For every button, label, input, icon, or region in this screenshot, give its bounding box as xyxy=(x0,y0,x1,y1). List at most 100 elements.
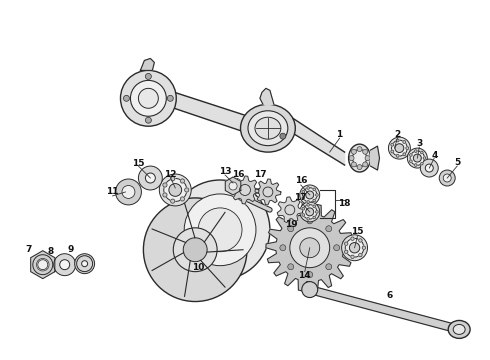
Circle shape xyxy=(313,216,316,219)
Circle shape xyxy=(123,95,129,101)
Circle shape xyxy=(342,235,368,261)
Circle shape xyxy=(121,71,176,126)
Circle shape xyxy=(169,184,182,196)
Circle shape xyxy=(159,174,191,206)
Circle shape xyxy=(406,147,409,149)
Circle shape xyxy=(307,217,310,220)
Circle shape xyxy=(171,199,175,203)
Text: 12: 12 xyxy=(164,170,176,179)
Polygon shape xyxy=(370,146,379,170)
Circle shape xyxy=(163,193,167,197)
Circle shape xyxy=(391,143,394,146)
Text: 15: 15 xyxy=(351,227,364,236)
Circle shape xyxy=(144,198,247,302)
Text: 7: 7 xyxy=(25,245,32,254)
Circle shape xyxy=(415,150,417,152)
Text: 10: 10 xyxy=(192,263,204,272)
Circle shape xyxy=(82,261,88,267)
Text: 1: 1 xyxy=(337,130,343,139)
Polygon shape xyxy=(266,204,354,291)
Polygon shape xyxy=(231,176,259,204)
Polygon shape xyxy=(141,58,154,71)
Circle shape xyxy=(395,144,404,153)
Circle shape xyxy=(363,149,368,154)
Circle shape xyxy=(307,201,310,203)
Circle shape xyxy=(410,160,412,162)
Circle shape xyxy=(74,254,95,274)
Circle shape xyxy=(173,228,217,272)
Circle shape xyxy=(306,208,314,216)
Circle shape xyxy=(307,218,313,224)
Circle shape xyxy=(146,117,151,123)
Circle shape xyxy=(163,183,167,187)
Circle shape xyxy=(291,229,328,266)
Circle shape xyxy=(146,73,151,80)
Circle shape xyxy=(334,245,340,251)
Circle shape xyxy=(138,88,158,108)
Text: 16: 16 xyxy=(294,176,307,185)
Circle shape xyxy=(171,180,270,280)
Circle shape xyxy=(303,188,317,202)
Circle shape xyxy=(300,202,319,222)
Circle shape xyxy=(300,185,319,205)
Circle shape xyxy=(359,253,362,257)
Ellipse shape xyxy=(448,320,470,338)
Circle shape xyxy=(351,255,354,258)
Polygon shape xyxy=(260,88,274,104)
Circle shape xyxy=(60,260,70,270)
Circle shape xyxy=(54,254,75,276)
Ellipse shape xyxy=(241,104,295,152)
Ellipse shape xyxy=(348,144,370,172)
Circle shape xyxy=(351,162,356,167)
Text: 11: 11 xyxy=(106,188,119,197)
Circle shape xyxy=(357,165,362,170)
Polygon shape xyxy=(309,286,460,333)
Circle shape xyxy=(403,140,406,143)
Circle shape xyxy=(365,156,370,161)
Circle shape xyxy=(180,179,185,183)
Circle shape xyxy=(302,207,305,210)
Circle shape xyxy=(285,205,295,215)
Circle shape xyxy=(116,179,142,205)
Circle shape xyxy=(180,197,185,201)
Circle shape xyxy=(349,156,354,161)
Circle shape xyxy=(229,182,237,190)
Circle shape xyxy=(288,226,294,232)
Text: 5: 5 xyxy=(454,158,460,167)
Circle shape xyxy=(396,139,399,142)
Circle shape xyxy=(263,187,273,197)
Circle shape xyxy=(344,250,348,253)
Circle shape xyxy=(307,204,310,206)
Circle shape xyxy=(302,197,305,199)
Circle shape xyxy=(425,164,433,172)
Circle shape xyxy=(357,147,362,152)
Circle shape xyxy=(344,242,348,246)
Circle shape xyxy=(280,133,286,139)
Circle shape xyxy=(414,154,421,162)
Text: 17: 17 xyxy=(294,193,307,202)
Text: 9: 9 xyxy=(68,245,74,254)
Circle shape xyxy=(443,174,451,182)
Circle shape xyxy=(185,188,189,192)
Circle shape xyxy=(326,264,332,270)
Text: 6: 6 xyxy=(386,291,392,300)
Polygon shape xyxy=(225,177,241,195)
Circle shape xyxy=(302,282,318,298)
Circle shape xyxy=(396,154,399,157)
Polygon shape xyxy=(255,179,281,205)
Circle shape xyxy=(307,186,310,189)
Text: 19: 19 xyxy=(286,220,298,229)
Polygon shape xyxy=(293,118,344,165)
Circle shape xyxy=(303,205,317,219)
Circle shape xyxy=(351,237,354,240)
Circle shape xyxy=(288,264,294,270)
Circle shape xyxy=(420,159,438,177)
Circle shape xyxy=(290,228,330,268)
Circle shape xyxy=(171,177,175,181)
Circle shape xyxy=(130,80,166,116)
Circle shape xyxy=(363,162,368,167)
Text: 16: 16 xyxy=(232,170,245,179)
Ellipse shape xyxy=(353,149,367,167)
Circle shape xyxy=(183,238,207,262)
Circle shape xyxy=(80,259,90,269)
